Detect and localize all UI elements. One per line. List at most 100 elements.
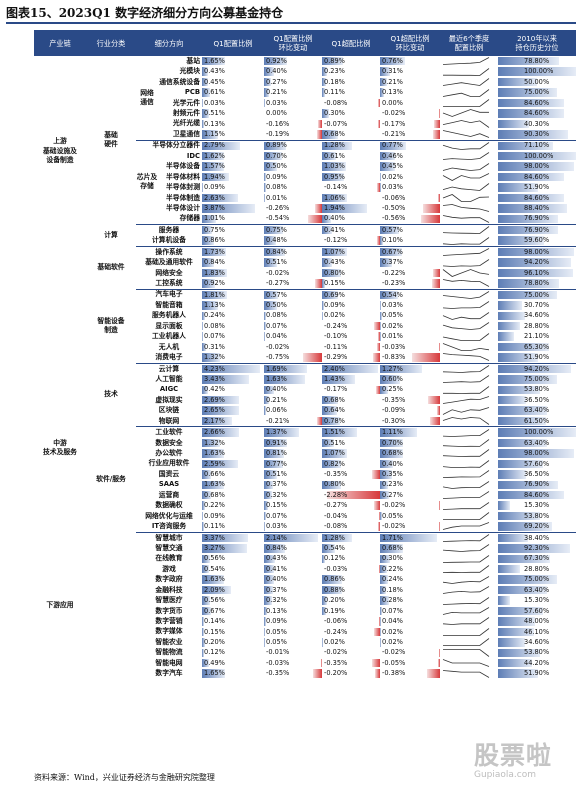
positive-bar — [322, 258, 332, 267]
table-row: IDC 1.62% 0.70% 0.61% 0.46% 100.00% — [34, 151, 576, 161]
percentile-bar — [498, 290, 557, 300]
sub-direction-cell: 办公软件 — [136, 448, 202, 458]
value-text: 1.28% — [324, 141, 345, 150]
q1-overweight-cell: 0.30% — [322, 108, 380, 118]
percentile-bar — [498, 342, 549, 352]
positive-bar — [264, 151, 282, 161]
value-text: -0.35% — [324, 658, 348, 667]
q1-overweight-change-cell: 0.77% — [380, 139, 440, 151]
historical-percentile-cell: 50.00% — [498, 77, 576, 87]
q1-overweight-change-cell: 0.45% — [380, 161, 440, 171]
q1-weight-cell: 2.66% — [202, 426, 264, 438]
percentile-text: 51.90% — [524, 183, 550, 192]
percentile-text: 98.00% — [524, 247, 550, 256]
negative-bar — [434, 119, 440, 129]
sub-direction-cell: 智慧医疗 — [136, 595, 202, 605]
value-text: 0.07% — [204, 332, 225, 341]
percentile-text: 53.80% — [524, 385, 550, 394]
value-text: 0.07% — [266, 321, 287, 330]
q1-overweight-cell: 0.78% — [322, 416, 380, 427]
value-text: -0.03% — [266, 658, 290, 667]
negative-bar — [439, 522, 440, 531]
table-row: 游戏 0.54% 0.41% -0.03% 0.22% 28.80% — [34, 564, 576, 574]
value-text: -0.24% — [324, 321, 348, 330]
sparkline-cell — [440, 521, 498, 532]
sub-direction-cell: SAAS — [136, 480, 202, 490]
sparkline-cell — [440, 98, 498, 108]
sparkline-path — [442, 291, 490, 299]
value-text: 0.20% — [204, 637, 225, 646]
q1-weight-change-cell: 0.37% — [264, 585, 322, 595]
industry-category-label: 计算 — [104, 230, 118, 239]
table-row: 数字汽车 1.65% -0.35% -0.20% -0.38% 51.90% — [34, 668, 576, 678]
q1-weight-cell: 0.09% — [202, 182, 264, 192]
sub-direction-cell: 云计算 — [136, 362, 202, 375]
value-text: 0.21% — [266, 88, 287, 97]
sparkline-path — [442, 501, 490, 510]
q1-overweight-change-cell: 0.28% — [380, 595, 440, 605]
q1-overweight-change-cell: 0.18% — [380, 585, 440, 595]
positive-bar — [264, 88, 270, 97]
historical-percentile-cell: 57.60% — [498, 606, 576, 616]
sparkline-path — [442, 491, 490, 500]
sparkline-cell — [440, 342, 498, 352]
sub-direction-cell: 卫星通信 — [136, 129, 202, 140]
six-quarter-sparkline — [442, 311, 490, 320]
six-quarter-sparkline — [442, 130, 490, 139]
value-text: 0.32% — [266, 596, 287, 605]
percentile-text: 44.20% — [524, 658, 550, 667]
sparkline-cell — [440, 203, 498, 213]
positive-bar — [380, 141, 406, 150]
sub-direction-cell: 人工智能 — [136, 374, 202, 384]
positive-bar — [264, 301, 277, 310]
positive-bar — [380, 258, 393, 267]
positive-bar — [380, 459, 394, 469]
percentile-text: 30.70% — [524, 300, 550, 309]
source-note: 资料来源：Wind，兴业证券经济与金融研究院整理 — [34, 773, 215, 782]
q1-overweight-cell: -0.11% — [322, 342, 380, 352]
sparkline-path — [442, 534, 490, 542]
sparkline-cell — [440, 554, 498, 564]
positive-bar — [202, 290, 227, 300]
q1-weight-change-cell: 1.37% — [264, 426, 322, 438]
q1-overweight-cell: 0.18% — [322, 77, 380, 87]
sparkline-path — [442, 596, 490, 605]
sub-direction-label: 半导体设备 — [166, 162, 200, 171]
positive-bar — [202, 658, 209, 668]
positive-bar — [380, 151, 396, 161]
sparkline-path — [442, 173, 490, 181]
percentile-bar — [498, 627, 534, 637]
positive-bar — [202, 130, 218, 139]
historical-percentile-cell: 38.40% — [498, 531, 576, 544]
six-quarter-sparkline — [442, 353, 490, 362]
negative-bar — [423, 204, 440, 213]
q1-overweight-change-cell: 0.04% — [380, 616, 440, 626]
sub-direction-cell: 数字货币 — [136, 606, 202, 616]
sub-direction-cell: 智慧交通 — [136, 543, 202, 553]
sub-direction-label: PCB — [184, 88, 200, 97]
sparkline-cell — [440, 129, 498, 140]
six-quarter-sparkline — [442, 152, 490, 161]
percentile-text: 76.90% — [524, 480, 550, 489]
sub-direction-label: 网络安全 — [155, 268, 183, 277]
negative-bar — [438, 193, 440, 203]
value-text: 0.03% — [266, 522, 287, 531]
negative-bar — [379, 511, 380, 521]
sub-direction-label: 半导体封测 — [166, 183, 200, 192]
percentile-bar — [498, 669, 539, 678]
six-quarter-sparkline — [442, 534, 490, 542]
value-text: 1.37% — [266, 428, 287, 437]
negative-bar — [432, 279, 440, 288]
historical-percentile-cell: 63.40% — [498, 438, 576, 448]
q1-weight-cell: 0.56% — [202, 554, 264, 564]
negative-bar — [379, 565, 380, 574]
positive-bar — [380, 183, 381, 192]
value-text: -0.09% — [382, 406, 406, 415]
positive-bar — [322, 88, 325, 97]
value-text: 0.08% — [266, 311, 287, 320]
positive-bar — [202, 627, 205, 637]
six-quarter-sparkline — [442, 258, 490, 267]
q1-weight-change-cell: 0.01% — [264, 193, 322, 203]
sparkline-cell — [440, 448, 498, 458]
percentile-text: 21.10% — [524, 332, 550, 341]
